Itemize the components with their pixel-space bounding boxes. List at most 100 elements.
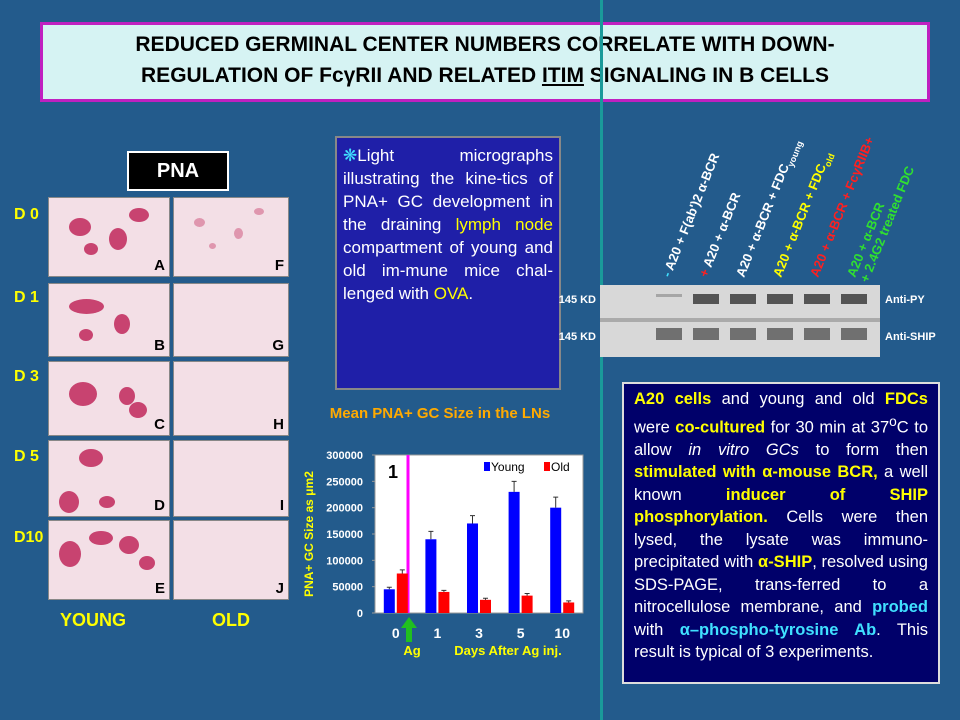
blot-band: [656, 328, 682, 340]
bar: [521, 595, 533, 613]
text: to form then: [798, 440, 928, 459]
y-tick-label: 300000: [326, 450, 363, 462]
error-bar: [553, 496, 559, 508]
text: in vitro GCs: [688, 440, 799, 459]
text: and young and old: [711, 390, 885, 408]
stain-spot: [69, 382, 97, 406]
blot-band: [841, 294, 867, 304]
blot-band: [730, 328, 756, 340]
error-bar: [428, 530, 434, 540]
stain-spot: [119, 387, 135, 405]
size-label: 145 KD: [559, 331, 596, 343]
error-bar: [483, 597, 488, 600]
stain-spot: [69, 218, 91, 236]
day-label: D 1: [14, 289, 39, 306]
stain-spot: [99, 496, 115, 508]
panel-letter: E: [154, 580, 165, 597]
stain-spot: [114, 314, 130, 334]
blot-band: [656, 294, 682, 297]
bar: [480, 599, 491, 613]
text: OVA: [433, 284, 469, 303]
title-text: REGULATION OF FcγRII AND RELATED: [141, 64, 542, 87]
stain-spot: [234, 228, 243, 239]
error-bar: [524, 593, 530, 596]
x-tick-label: 10: [554, 625, 570, 641]
stain-spot: [59, 541, 81, 567]
panel-letter: H: [273, 416, 284, 433]
y-tick-label: 250000: [326, 476, 363, 488]
error-bar: [399, 569, 405, 574]
error-bar: [566, 600, 572, 603]
bar: [396, 573, 408, 613]
text: FDCs: [884, 390, 928, 408]
micrograph: I: [173, 440, 289, 517]
stain-spot: [79, 449, 103, 467]
error-bar: [470, 515, 475, 524]
micrograph: F: [173, 197, 289, 277]
plot-area: [374, 454, 584, 614]
y-tick-label: 100000: [326, 555, 363, 567]
micrograph: J: [173, 520, 289, 600]
y-tick-label: 200000: [326, 503, 363, 515]
day-label: D10: [14, 529, 44, 546]
text: inducer of SHIP phosphorylation.: [634, 485, 928, 527]
legend-label: Old: [551, 460, 570, 474]
text: . This result is typical of 3 experiment…: [634, 620, 928, 662]
text: α-SHIP: [758, 553, 813, 571]
text: o: [889, 413, 897, 429]
text: lymph node: [455, 215, 553, 234]
stain-spot: [194, 218, 205, 227]
slide-title: REDUCED GERMINAL CENTER NUMBERS CORRELAT…: [40, 22, 930, 102]
error-bar: [511, 480, 517, 492]
text: .: [468, 284, 474, 303]
error-bar: [441, 589, 447, 592]
stain-spot: [69, 299, 104, 314]
panel-letter: C: [154, 416, 165, 433]
text: for 30 min at 37: [765, 418, 890, 436]
x-tick-label: 1: [434, 625, 442, 641]
legend-swatch: [484, 462, 490, 471]
x-tick-label: 3: [475, 625, 483, 641]
micrograph: E: [48, 520, 170, 600]
day-label: D 5: [14, 447, 39, 465]
description: ❋Light micrographs illustrating the kine…: [335, 136, 561, 390]
text: , resolved using SDS-PAGE, trans-ferred …: [634, 553, 928, 616]
stain-spot: [119, 536, 139, 554]
text: a well known: [634, 463, 928, 504]
blot-band: [767, 328, 793, 340]
lane-name: A20 + α-BCR: [700, 190, 744, 270]
bar: [425, 539, 437, 613]
blot-band: [841, 328, 867, 340]
lane-text: A20 + α-BCR + FDCyoung: [733, 137, 805, 281]
panel-letter: I: [279, 497, 284, 514]
blot-band: [693, 328, 719, 340]
panel-letter: G: [272, 337, 284, 354]
title-text: SIGNALING IN B CELLS: [583, 64, 829, 87]
x-axis-label: Days After Ag inj.: [454, 643, 561, 658]
bar: [563, 602, 575, 613]
stain-spot: [79, 329, 93, 341]
stain-spot: [209, 243, 216, 249]
lane-sub: young: [786, 140, 805, 169]
error-bar: [386, 586, 392, 590]
panel-annotation: 1: [388, 462, 398, 482]
panel-letter: J: [275, 580, 284, 597]
blot-band: [730, 294, 756, 304]
stain-spot: [84, 243, 98, 255]
size-label: 145 KD: [559, 294, 596, 306]
stain-spot: [129, 208, 149, 222]
lane-label: A20 + α-BCR + FDCyoung: [733, 137, 805, 281]
blot-band: [767, 294, 793, 304]
y-tick-label: 50000: [332, 582, 363, 594]
panel-letter: A: [154, 257, 165, 274]
title-underlined: ITIM: [541, 64, 584, 87]
injection-arrow: [401, 617, 417, 642]
blot-band: [804, 294, 830, 304]
bar: [550, 507, 562, 613]
group-label: YOUNG: [60, 610, 127, 630]
text: co-cultured: [675, 418, 766, 436]
group-label: OLD: [212, 610, 250, 630]
bar: [467, 523, 478, 613]
